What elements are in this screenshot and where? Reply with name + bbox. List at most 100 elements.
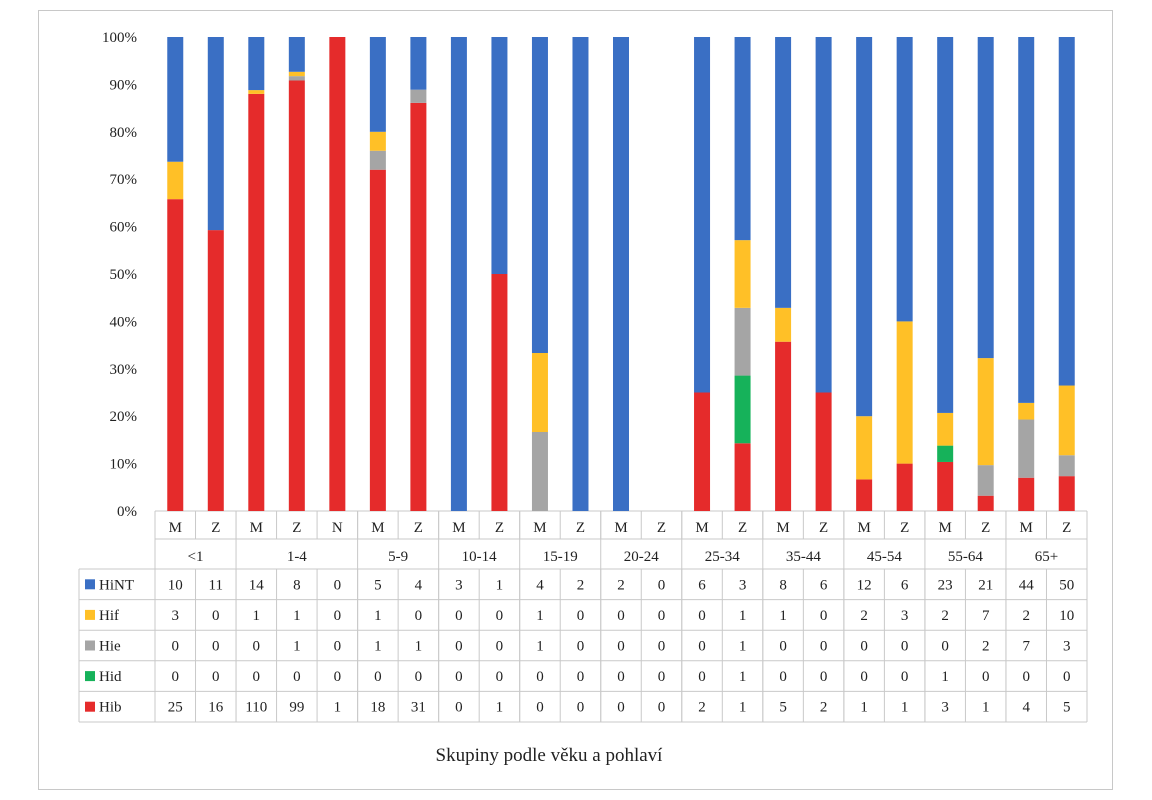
age-group-label: 25-34 <box>705 549 740 565</box>
x-category-label: Z <box>738 520 747 536</box>
bar-segment-hif <box>248 90 265 94</box>
bar-segment-hif <box>734 240 751 308</box>
bar-segment-hid <box>937 445 954 462</box>
bar-segment-hint <box>937 37 954 413</box>
table-cell-value: 0 <box>617 669 625 685</box>
table-cell-value: 2 <box>698 700 706 716</box>
age-group-label: 10-14 <box>462 549 497 565</box>
table-cell-value: 2 <box>941 608 949 624</box>
table-cell-value: 0 <box>658 700 666 716</box>
bar-segment-hib <box>734 443 751 511</box>
table-cell-value: 0 <box>860 639 868 655</box>
bar-segment-hint <box>369 37 386 132</box>
bar-segment-hib <box>248 93 265 511</box>
bar-segment-hint <box>775 37 792 308</box>
table-cell-value: 5 <box>1063 700 1071 716</box>
table-cell-value: 2 <box>860 608 868 624</box>
bar-segment-hib <box>856 479 873 511</box>
table-cell-value: 0 <box>253 639 261 655</box>
bar-segment-hif <box>856 416 873 480</box>
bar-segment-hif <box>531 353 548 432</box>
bar-segment-hie <box>531 432 548 511</box>
table-cell-value: 1 <box>779 608 787 624</box>
table-cell-value: 1 <box>334 700 342 716</box>
x-category-label: M <box>614 520 627 536</box>
x-category-label: Z <box>576 520 585 536</box>
table-cell-value: 3 <box>941 700 949 716</box>
bar-segment-hie <box>410 89 427 103</box>
table-cell-value: 1 <box>739 700 747 716</box>
y-tick-label: 30% <box>110 362 138 378</box>
legend-swatch-hint <box>85 579 95 590</box>
bar-segment-hif <box>1058 385 1075 456</box>
table-cell-value: 7 <box>982 608 990 624</box>
bar-segment-hib <box>977 495 994 511</box>
bar-segment-hib <box>491 274 508 511</box>
y-tick-label: 20% <box>110 409 138 425</box>
table-cell-value: 0 <box>1063 669 1071 685</box>
table-cell-value: 21 <box>978 577 993 593</box>
bar-segment-hint <box>288 37 305 72</box>
table-cell-value: 0 <box>496 608 504 624</box>
bar-segment-hib <box>896 463 913 511</box>
table-cell-value: 1 <box>374 608 382 624</box>
table-cell-value: 0 <box>212 639 220 655</box>
table-cell-value: 0 <box>334 639 342 655</box>
x-category-label: M <box>452 520 465 536</box>
bar-segment-hif <box>977 358 994 466</box>
table-cell-value: 0 <box>820 608 828 624</box>
x-category-label: Z <box>495 520 504 536</box>
table-cell-value: 0 <box>455 700 463 716</box>
bar-segment-hint <box>167 37 184 162</box>
x-category-label: Z <box>1062 520 1071 536</box>
table-cell-value: 1 <box>901 700 909 716</box>
x-category-label: Z <box>211 520 220 536</box>
table-cell-value: 1 <box>496 700 504 716</box>
table-cell-value: 1 <box>496 577 504 593</box>
bar-segment-hib <box>288 80 305 511</box>
bar-segment-hint <box>572 37 589 511</box>
table-cell-value: 0 <box>698 669 706 685</box>
table-cell-value: 0 <box>334 577 342 593</box>
x-category-label: M <box>695 520 708 536</box>
table-cell-value: 18 <box>370 700 385 716</box>
legend-label: Hid <box>99 669 122 685</box>
table-cell-value: 0 <box>779 639 787 655</box>
table-cell-value: 0 <box>820 669 828 685</box>
table-cell-value: 0 <box>415 669 423 685</box>
table-cell-value: 1 <box>293 639 301 655</box>
table-cell-value: 0 <box>658 669 666 685</box>
table-cell-value: 3 <box>1063 639 1071 655</box>
legend-swatch-hib <box>85 701 95 712</box>
bar-segment-hint <box>1018 37 1035 403</box>
x-category-label: M <box>776 520 789 536</box>
bar-segment-hint <box>1058 37 1075 386</box>
x-category-label: M <box>371 520 384 536</box>
bar-segment-hif <box>167 161 184 200</box>
table-cell-value: 3 <box>739 577 747 593</box>
bar-segment-hif <box>1018 402 1035 420</box>
bar-segment-hib <box>1058 476 1075 511</box>
bar-segment-hif <box>896 321 913 464</box>
table-cell-value: 16 <box>208 700 224 716</box>
table-cell-value: 0 <box>941 639 949 655</box>
table-cell-value: 5 <box>374 577 382 593</box>
table-cell-value: 0 <box>901 669 909 685</box>
age-group-label: 20-24 <box>624 549 659 565</box>
y-tick-label: 70% <box>110 172 138 188</box>
bar-segment-hint <box>613 37 629 511</box>
x-category-label: Z <box>819 520 828 536</box>
bar-segment-hie <box>1058 455 1075 477</box>
x-category-label: M <box>1020 520 1033 536</box>
bars <box>167 37 1075 511</box>
bar-segment-hid <box>734 375 751 444</box>
legend-swatch-hie <box>85 640 95 651</box>
table-cell-value: 0 <box>617 639 625 655</box>
table-cell-value: 0 <box>496 639 504 655</box>
table-cell-value: 99 <box>289 700 304 716</box>
table-cell-value: 3 <box>901 608 909 624</box>
age-group-label: 15-19 <box>543 549 578 565</box>
x-axis-label: Skupiny podle věku a pohlaví <box>436 745 664 766</box>
table-cell-value: 6 <box>820 577 828 593</box>
table-cell-value: 0 <box>577 608 585 624</box>
